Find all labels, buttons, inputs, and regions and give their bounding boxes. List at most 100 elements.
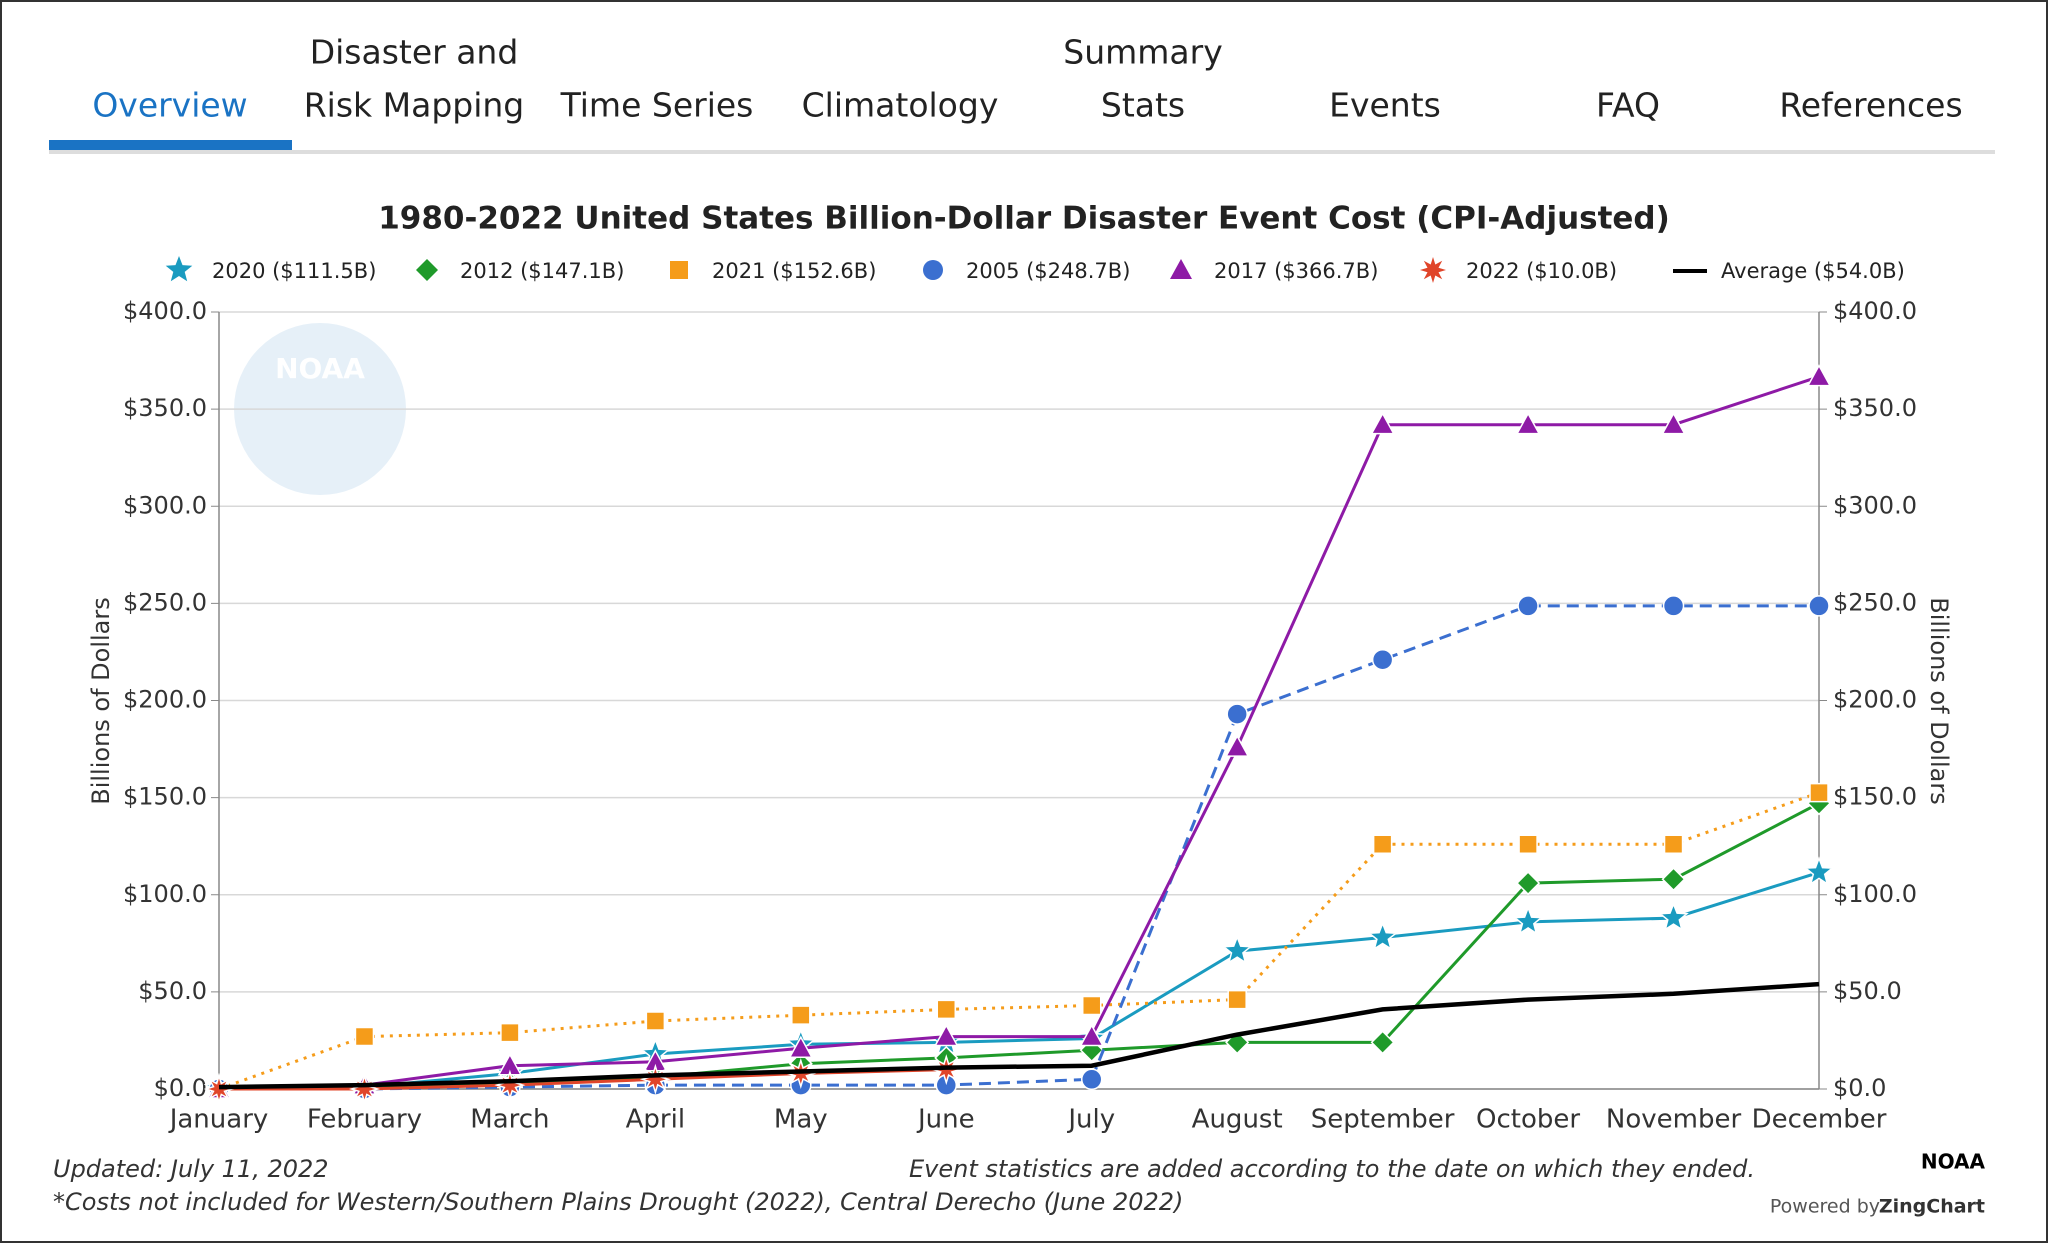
- nav-tab-label: Summary: [1063, 33, 1222, 72]
- x-tick-label: August: [1192, 1105, 1283, 1135]
- y-tick-label: $50.0: [138, 977, 207, 1005]
- series-line: [218, 870, 1820, 1091]
- y-tick-label: $150.0: [123, 783, 207, 811]
- nav-tab[interactable]: Disaster and Risk Mapping: [304, 33, 525, 125]
- nav-tab-label: Stats: [1101, 86, 1185, 125]
- note: Event statistics are added according to …: [909, 1155, 1755, 1183]
- legend-label: 2021 ($152.6B): [712, 259, 876, 283]
- y2-tick-label: $150.0: [1833, 783, 1917, 811]
- x-tick-label: February: [307, 1105, 422, 1135]
- data-point: [645, 1011, 666, 1031]
- series-line: [218, 375, 1820, 1091]
- x-tick-label: October: [1476, 1105, 1580, 1135]
- nav-tab[interactable]: References: [1779, 86, 1962, 125]
- y2-tick-label: $400.0: [1833, 297, 1917, 325]
- legend-swatch: [165, 256, 193, 282]
- data-point: [1370, 412, 1395, 435]
- y2-tick-label: $0.0: [1833, 1074, 1886, 1102]
- x-tick-label: December: [1752, 1105, 1887, 1135]
- data-point: [1512, 905, 1544, 936]
- legend-swatch: [670, 261, 688, 279]
- legend-label: 2022 ($10.0B): [1466, 259, 1617, 283]
- nav-tab-label: Risk Mapping: [304, 86, 525, 125]
- data-point: [1515, 412, 1541, 435]
- nav-tab-label: Disaster and: [310, 33, 519, 72]
- data-point: [1517, 595, 1539, 617]
- y2-tick-label: $300.0: [1833, 491, 1917, 519]
- y2-tick-label: $50.0: [1833, 977, 1902, 1005]
- powered-by: Powered by: [1770, 1196, 1880, 1218]
- y-tick-label: $250.0: [123, 588, 207, 616]
- data-point: [1080, 1068, 1103, 1091]
- nav-tab[interactable]: Events: [1329, 86, 1441, 125]
- data-point: [1226, 703, 1248, 725]
- series-line: [219, 604, 1819, 1091]
- x-tick-label: May: [774, 1105, 828, 1135]
- nav-tab[interactable]: Climatology: [802, 86, 999, 125]
- data-point: [1663, 834, 1684, 854]
- data-point: [1658, 902, 1689, 932]
- updated: Updated: July 11, 2022: [53, 1155, 329, 1183]
- legend-label: 2020 ($111.5B): [212, 259, 376, 283]
- data-point: [494, 1069, 526, 1101]
- nav-tab-label: Climatology: [802, 86, 999, 125]
- y2-tick-label: $200.0: [1833, 686, 1917, 714]
- y-tick-label: $400.0: [123, 297, 207, 325]
- watermark: NOAA: [275, 352, 365, 385]
- data-point: [1221, 935, 1253, 965]
- data-point: [1224, 734, 1250, 757]
- y2-tick-label: $100.0: [1833, 880, 1917, 908]
- y-tick-label: $300.0: [123, 491, 207, 519]
- data-point: [500, 1022, 520, 1043]
- data-point: [1662, 595, 1685, 617]
- data-point: [348, 1073, 381, 1105]
- data-point: [1371, 648, 1394, 671]
- y-tick-label: $350.0: [123, 394, 207, 422]
- data-point: [1809, 782, 1829, 803]
- data-point: [1661, 412, 1686, 435]
- chart-title: 1980-2022 United States Billion-Dollar D…: [378, 201, 1670, 237]
- nav-tab-label: FAQ: [1596, 86, 1660, 125]
- nav-tab[interactable]: Overview: [92, 86, 247, 125]
- nav-tab[interactable]: Time Series: [560, 86, 754, 125]
- legend-label: 2017 ($366.7B): [1214, 259, 1378, 283]
- legend-label: 2005 ($248.7B): [966, 259, 1130, 283]
- x-tick-label: April: [626, 1105, 685, 1135]
- legend-label: 2012 ($147.1B): [460, 259, 624, 283]
- nav-tab[interactable]: Summary Stats: [1063, 33, 1222, 125]
- y-tick-label: $200.0: [123, 686, 207, 714]
- data-point: [1370, 1030, 1395, 1055]
- nav-tab[interactable]: FAQ: [1596, 86, 1660, 125]
- y2-tick-label: $350.0: [1833, 394, 1917, 422]
- data-point: [1367, 921, 1399, 951]
- costs-note: *Costs not included for Western/Southern…: [53, 1188, 1183, 1216]
- data-point: [1808, 595, 1830, 617]
- y2-axis-label: Billions of Dollars: [1925, 597, 1953, 805]
- data-point: [1661, 867, 1686, 892]
- nav-tab-label: Overview: [92, 86, 247, 125]
- data-point: [639, 1063, 671, 1095]
- nav-shadow: [49, 150, 1995, 154]
- data-point: [936, 999, 957, 1020]
- data-point: [1225, 1030, 1250, 1055]
- brand: NOAA: [1921, 1150, 1986, 1174]
- data-point: [1079, 1023, 1104, 1047]
- data-point: [934, 1023, 959, 1047]
- data-point: [1518, 834, 1538, 854]
- legend-swatch: [1420, 257, 1446, 283]
- data-point: [354, 1026, 375, 1047]
- data-point: [788, 1035, 814, 1058]
- data-point: [1372, 834, 1393, 854]
- data-point: [1803, 856, 1835, 886]
- legend-swatch: [923, 260, 943, 280]
- y-tick-label: $0.0: [154, 1074, 207, 1102]
- legend-label: Average ($54.0B): [1721, 259, 1905, 283]
- x-tick-label: January: [168, 1105, 269, 1135]
- powered-brand: ZingChart: [1879, 1196, 1985, 1218]
- legend-swatch: [416, 259, 438, 281]
- nav-tab-label: References: [1779, 86, 1962, 125]
- x-tick-label: March: [470, 1105, 549, 1135]
- nav-tab-label: Time Series: [560, 86, 754, 125]
